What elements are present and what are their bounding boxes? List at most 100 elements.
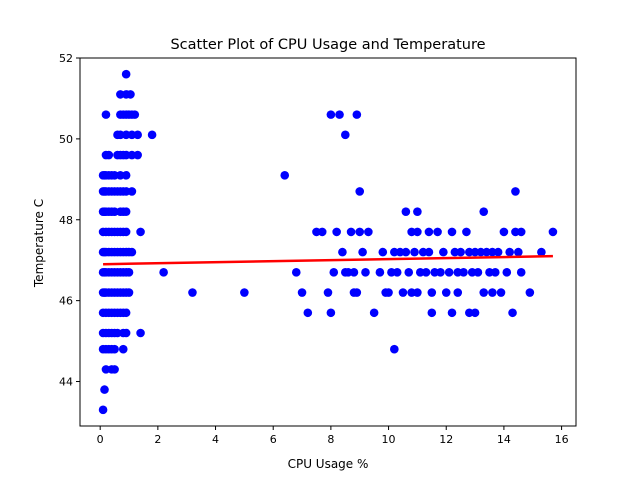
scatter-point (133, 150, 142, 160)
scatter-point (121, 207, 131, 216)
scatter-point (404, 268, 414, 277)
scatter-point (479, 288, 489, 297)
scatter-point (413, 207, 422, 216)
scatter-point (421, 268, 431, 277)
scatter-point (121, 328, 131, 338)
scatter-point (462, 227, 471, 237)
y-tick-label: 46 (59, 295, 73, 308)
scatter-point (398, 288, 408, 297)
scatter-point (346, 227, 356, 237)
scatter-point (358, 247, 367, 257)
scatter-point (453, 288, 463, 297)
scatter-point (514, 247, 523, 257)
scatter-point (413, 227, 422, 237)
scatter-point (104, 150, 114, 160)
scatter-point (101, 110, 111, 119)
scatter-point (110, 365, 119, 374)
x-tick-label: 4 (212, 433, 219, 446)
scatter-point (537, 247, 546, 257)
scatter-point (375, 268, 385, 277)
scatter-point (100, 385, 109, 394)
scatter-point (361, 268, 370, 277)
scatter-point (548, 227, 558, 237)
scatter-point (511, 187, 520, 196)
scatter-point (390, 344, 399, 354)
scatter-point (499, 227, 509, 237)
scatter-point (384, 288, 393, 297)
plot-area-frame (79, 57, 577, 427)
scatter-point (127, 247, 137, 257)
scatter-point (291, 268, 301, 277)
scatter-point (124, 288, 134, 297)
scatter-point (240, 288, 249, 297)
scatter-point (98, 405, 108, 415)
y-tick-label: 48 (59, 214, 73, 227)
scatter-point (378, 247, 388, 257)
chart-title: Scatter Plot of CPU Usage and Temperatur… (170, 37, 485, 53)
scatter-point (352, 288, 362, 297)
scatter-point (496, 288, 506, 297)
scatter-point (130, 110, 140, 119)
scatter-point (121, 227, 131, 237)
y-axis-ticks: 44 46 48 50 52 (59, 52, 80, 389)
scatter-point (516, 268, 526, 277)
scatter-point (326, 308, 336, 318)
scatter-point (505, 247, 514, 257)
scatter-point (341, 130, 350, 140)
x-axis-ticks: 0 2 4 6 8 10 12 14 16 (97, 426, 569, 446)
scatter-point (433, 227, 442, 237)
y-tick-label: 44 (59, 376, 73, 389)
scatter-point (317, 227, 327, 237)
scatter-point (410, 247, 419, 257)
scatter-point (133, 130, 142, 140)
y-tick-label: 50 (59, 133, 73, 146)
scatter-point (136, 227, 145, 237)
x-tick-label: 16 (555, 433, 569, 446)
scatter-point (124, 268, 134, 277)
scatter-point (473, 268, 483, 277)
scatter-point (364, 227, 373, 237)
x-tick-label: 10 (382, 433, 396, 446)
scatter-point (329, 268, 339, 277)
trend-line (103, 254, 553, 266)
y-axis-label: Temperature C (32, 199, 46, 288)
scatter-point (136, 328, 145, 338)
scatter-point (127, 187, 137, 196)
scatter-point (326, 110, 336, 119)
scatter-point (338, 247, 347, 257)
scatter-point (323, 288, 333, 297)
scatter-point (424, 227, 434, 237)
scatter-point (439, 247, 448, 257)
scatter-point (456, 247, 465, 257)
scatter-point (159, 268, 168, 277)
scatter-point (401, 247, 411, 257)
scatter-point (349, 268, 359, 277)
scatter-points (98, 69, 558, 415)
scatter-point (303, 308, 313, 318)
scatter-point (126, 90, 135, 99)
scatter-point (470, 308, 480, 318)
scatter-point (525, 288, 535, 297)
scatter-point (427, 288, 437, 297)
scatter-point (188, 288, 197, 297)
x-tick-label: 0 (97, 433, 104, 446)
scatter-point (392, 268, 402, 277)
scatter-point (110, 344, 119, 354)
scatter-point (493, 247, 503, 257)
scatter-point (490, 268, 500, 277)
scatter-point (436, 268, 445, 277)
scatter-point (444, 268, 454, 277)
x-axis-label: CPU Usage % (288, 457, 369, 471)
scatter-point (516, 227, 526, 237)
scatter-point (355, 227, 365, 237)
scatter-point (280, 170, 290, 180)
y-tick-label: 52 (59, 52, 73, 65)
scatter-point (401, 207, 411, 216)
trend-line-group (103, 254, 553, 266)
scatter-point (355, 187, 365, 196)
scatter-point (121, 308, 131, 318)
x-tick-label: 14 (497, 433, 511, 446)
scatter-point (502, 268, 512, 277)
scatter-point (459, 268, 468, 277)
